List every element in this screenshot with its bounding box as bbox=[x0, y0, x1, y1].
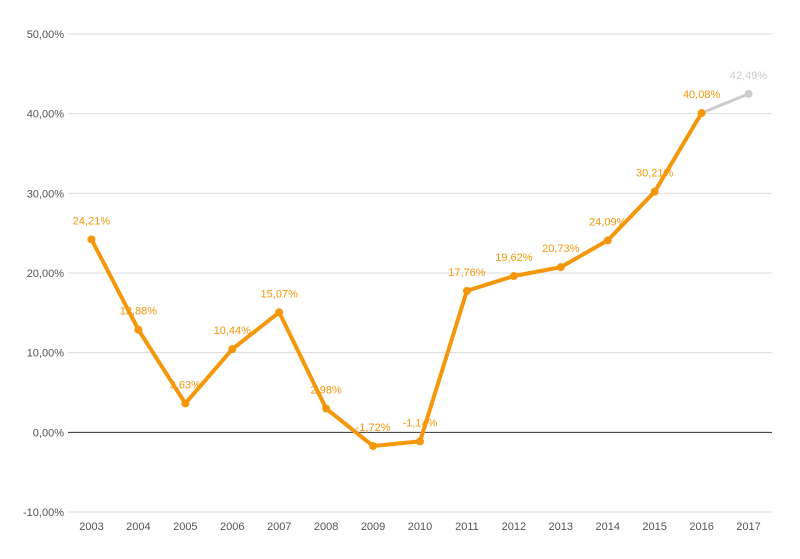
data-label: -1,72% bbox=[356, 422, 391, 434]
x-tick-label: 2009 bbox=[361, 521, 385, 533]
data-label: 30,21% bbox=[636, 168, 674, 180]
y-tick-label: 30,00% bbox=[27, 188, 65, 200]
data-point bbox=[275, 308, 284, 317]
series-lines bbox=[89, 92, 751, 448]
y-tick-label: 20,00% bbox=[27, 268, 65, 280]
data-point bbox=[603, 236, 612, 245]
data-point bbox=[87, 235, 96, 244]
x-tick-label: 2005 bbox=[173, 521, 197, 533]
data-label: 10,44% bbox=[214, 325, 252, 337]
data-label: 24,21% bbox=[73, 215, 111, 227]
data-label: 42,49% bbox=[730, 70, 768, 82]
y-axis-tick-labels: -10,00% 0,00% 10,00% 20,00% 30,00% 40,00% 50,0… bbox=[23, 29, 64, 519]
data-point bbox=[697, 109, 706, 118]
data-point bbox=[134, 325, 143, 334]
x-tick-label: 2004 bbox=[126, 521, 150, 533]
data-label: 2,98% bbox=[311, 385, 342, 397]
x-tick-label: 2003 bbox=[79, 521, 103, 533]
x-tick-label: 2017 bbox=[736, 521, 760, 533]
x-tick-label: 2010 bbox=[408, 521, 432, 533]
data-label: 3,63% bbox=[170, 379, 201, 391]
series-line bbox=[89, 111, 704, 448]
x-tick-label: 2008 bbox=[314, 521, 338, 533]
y-tick-label: 50,00% bbox=[27, 29, 65, 41]
x-tick-label: 2016 bbox=[689, 521, 713, 533]
y-tick-label: 10,00% bbox=[27, 348, 65, 360]
data-label: -1,14% bbox=[403, 417, 438, 429]
data-point bbox=[416, 437, 424, 446]
x-tick-label: 2014 bbox=[595, 521, 619, 533]
data-point bbox=[462, 286, 471, 295]
data-labels: 24,21% 12,88% 3,63% 10,44% 15,07% 2,98% -1,72%… bbox=[73, 70, 768, 434]
y-tick-label: 0,00% bbox=[33, 427, 64, 439]
data-point bbox=[556, 263, 565, 272]
data-label: 19,62% bbox=[495, 252, 533, 264]
series-line-last-segment bbox=[700, 92, 751, 115]
x-tick-label: 2007 bbox=[267, 521, 291, 533]
x-axis-tick-labels: 2003 2004 2005 2006 2007 2008 2009 2010 2011 2012… bbox=[79, 521, 761, 533]
data-label: 20,73% bbox=[542, 243, 580, 255]
gridlines bbox=[68, 33, 772, 513]
data-point bbox=[181, 399, 190, 408]
data-point bbox=[322, 404, 331, 413]
x-tick-label: 2006 bbox=[220, 521, 244, 533]
data-point bbox=[369, 442, 378, 451]
data-points bbox=[87, 89, 753, 451]
y-tick-label: -10,00% bbox=[23, 507, 64, 519]
data-point bbox=[650, 187, 659, 196]
x-tick-label: 2011 bbox=[455, 521, 479, 533]
data-label: 40,08% bbox=[683, 89, 721, 101]
data-label: 17,76% bbox=[448, 267, 486, 279]
y-tick-label: 40,00% bbox=[27, 109, 65, 121]
x-tick-label: 2012 bbox=[502, 521, 526, 533]
data-point bbox=[509, 272, 518, 281]
data-label: 12,88% bbox=[120, 306, 158, 318]
data-label: 24,09% bbox=[589, 216, 627, 228]
data-point bbox=[228, 345, 237, 354]
data-label: 15,07% bbox=[261, 288, 299, 300]
x-tick-label: 2015 bbox=[642, 521, 666, 533]
x-tick-label: 2013 bbox=[549, 521, 573, 533]
data-point bbox=[744, 89, 753, 98]
